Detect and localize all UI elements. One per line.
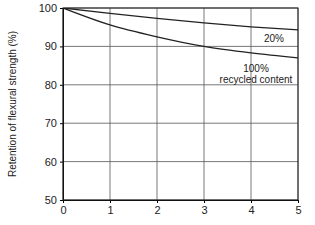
tick-label: 3 [201,204,207,216]
series-label: 20% [264,33,284,44]
x-tick: 0 [60,200,66,216]
grid-line [251,8,252,200]
series-line [63,8,298,30]
tick-label: 100 [39,2,57,14]
grid-line [63,123,298,124]
y-axis: 50 60 70 80 90 100 [39,2,64,206]
plot-frame [63,8,298,200]
y-tick: 100 [39,2,63,14]
y-tick: 70 [45,117,63,129]
label-line: 20% [264,33,284,44]
label-line: 100% [243,63,269,74]
y-tick: 60 [45,156,63,168]
series-lines [63,8,298,58]
grid-line [63,161,298,162]
series-line [63,8,298,58]
tick-label: 50 [45,194,57,206]
tick-label: 0 [60,204,66,216]
grid-line [63,46,298,47]
tick-label: 5 [295,204,301,216]
y-tick: 80 [45,79,63,91]
series-label: 100%recycled content [220,63,293,85]
plot: 0 1 2 3 4 5 50 60 70 80 90 100 20% 100%recycled conte… [39,2,302,216]
x-tick: 4 [248,200,254,216]
tick-label: 4 [248,204,254,216]
tick-label: 80 [45,79,57,91]
label-line: recycled content [220,74,293,85]
grid [63,8,298,200]
y-tick: 50 [45,194,63,206]
axis-line [64,201,299,204]
y-axis-title: Retention of flexural strength (%) [7,31,18,177]
series-labels: 20% 100%recycled content [220,33,293,85]
chart: 0 1 2 3 4 5 50 60 70 80 90 100 20% 100%recycled conte… [0,0,315,225]
tick-label: 90 [45,40,57,52]
tick-label: 70 [45,117,57,129]
grid-line [204,8,205,200]
y-tick: 90 [45,40,63,52]
grid-line [110,8,111,200]
x-tick: 5 [295,200,301,216]
tick-label: 60 [45,156,57,168]
x-tick: 1 [107,200,113,216]
tick-label: 2 [154,204,160,216]
x-axis: 0 1 2 3 4 5 [60,200,301,216]
x-tick: 3 [201,200,207,216]
tick-label: 1 [107,204,113,216]
x-tick: 2 [154,200,160,216]
